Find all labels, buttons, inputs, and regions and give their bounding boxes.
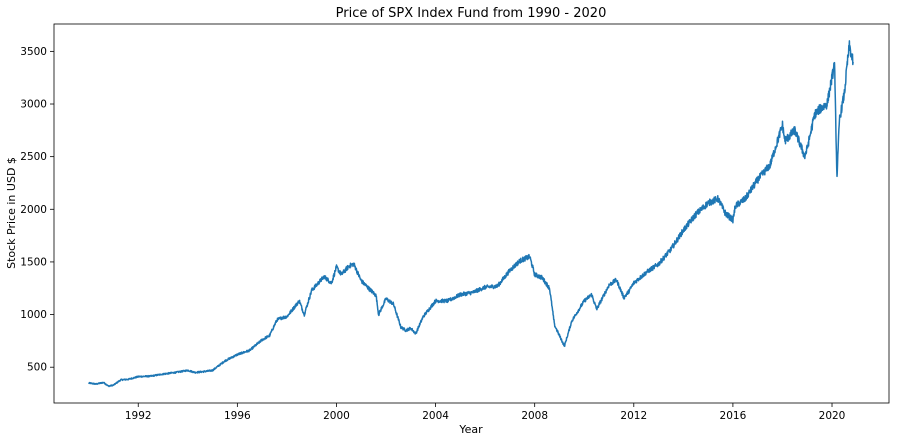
x-tick-label: 1992 xyxy=(125,410,152,422)
y-tick-label: 3000 xyxy=(20,99,47,111)
y-tick-label: 2500 xyxy=(20,151,47,163)
x-tick-label: 2008 xyxy=(521,410,548,422)
x-axis-label: Year xyxy=(458,423,483,436)
series-line xyxy=(88,40,854,388)
x-tick-label: 2016 xyxy=(720,410,747,422)
chart-title: Price of SPX Index Fund from 1990 - 2020 xyxy=(336,6,607,21)
x-tick-label: 2020 xyxy=(819,410,846,422)
y-tick-label: 1500 xyxy=(20,256,47,268)
y-axis-label: Stock Price in USD $ xyxy=(5,157,18,269)
x-tick-label: 2004 xyxy=(422,410,449,422)
y-tick-label: 500 xyxy=(27,362,47,374)
y-tick-label: 3500 xyxy=(20,46,47,58)
x-tick-label: 1996 xyxy=(224,410,251,422)
y-tick-label: 1000 xyxy=(20,309,47,321)
y-tick-label: 2000 xyxy=(20,204,47,216)
x-tick-label: 2012 xyxy=(620,410,647,422)
axes-frame xyxy=(53,23,890,404)
x-tick-label: 2000 xyxy=(323,410,350,422)
plot-area: 1992 1996 2000 2004 2008 2012 2016 2020 500 1000 1… xyxy=(20,23,890,422)
